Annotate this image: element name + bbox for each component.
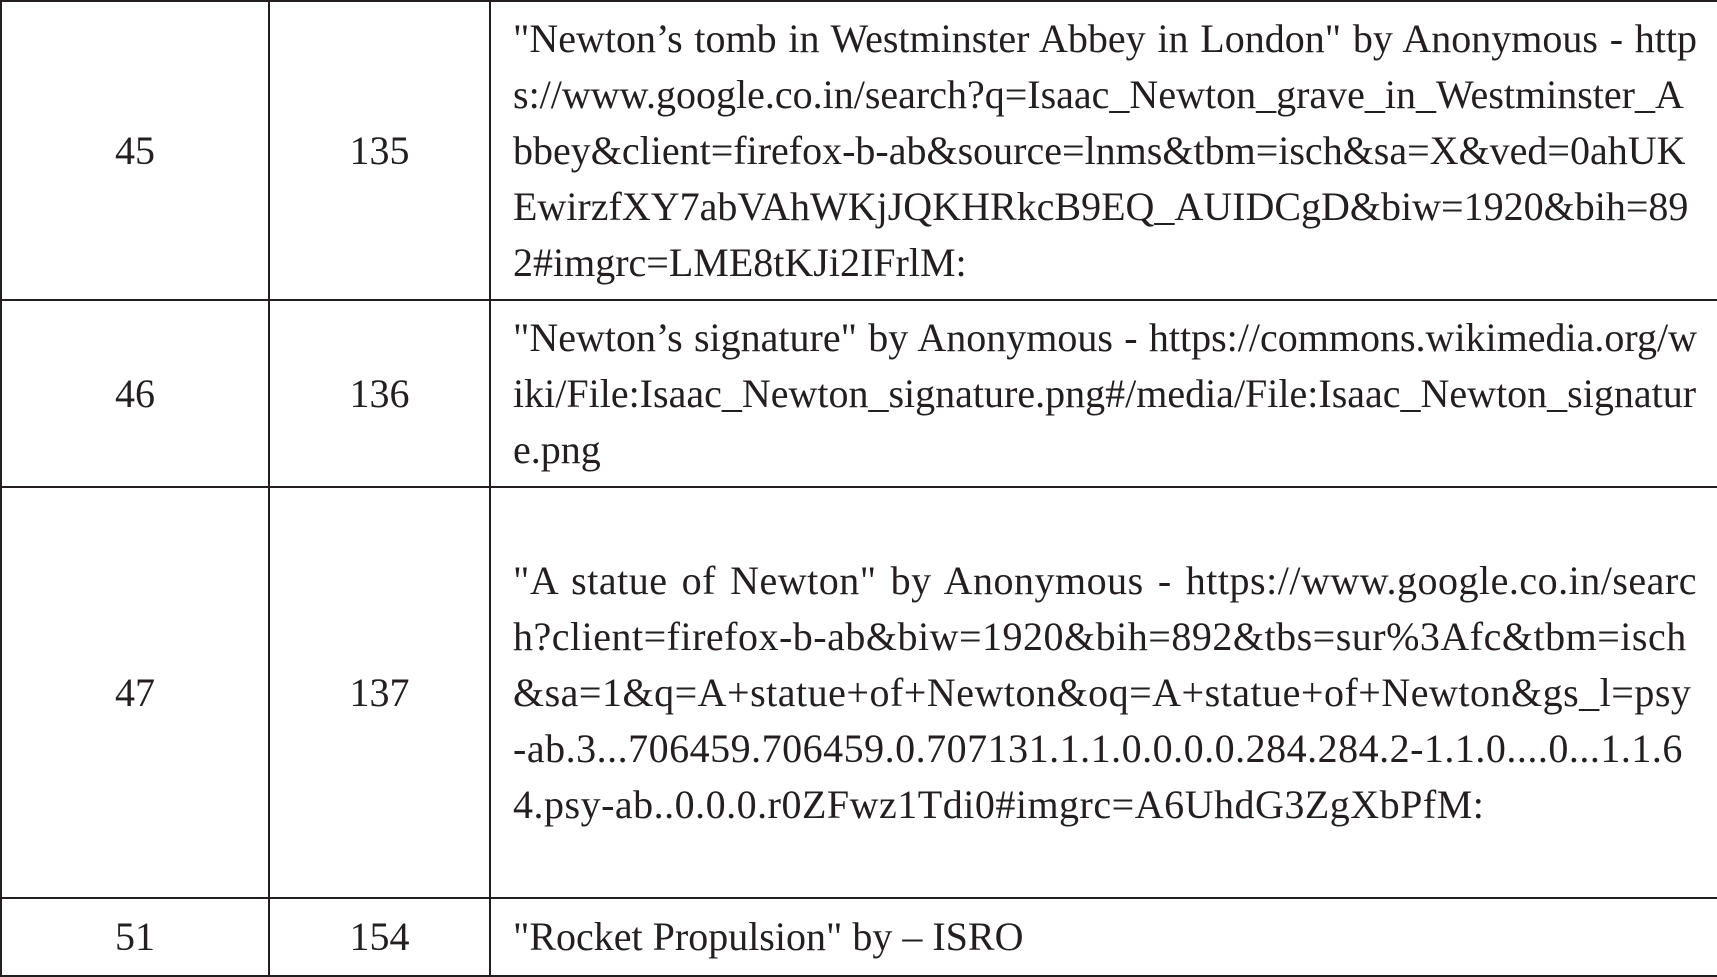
credit-text-cell: "Newton’s tomb in Westminster Abbey in L… [489, 0, 1717, 301]
serial-number-cell: 45 [0, 0, 270, 301]
credit-text-cell: "Rocket Propulsion" by – ISRO [489, 897, 1717, 977]
page-number-cell: 136 [268, 299, 491, 488]
page-number-cell: 154 [268, 897, 491, 977]
serial-number-cell: 46 [0, 299, 270, 488]
table-row: 46 136 "Newton’s signature" by Anonymous… [0, 299, 1717, 488]
page-number-cell: 137 [268, 486, 491, 899]
serial-number-cell: 51 [0, 897, 270, 977]
credit-text-cell: "Newton’s signature" by Anonymous - http… [489, 299, 1717, 488]
table-row: 45 135 "Newton’s tomb in Westminster Abb… [0, 0, 1717, 301]
serial-number-cell: 47 [0, 486, 270, 899]
table-row: 47 137 "A statue of Newton" by Anonymous… [0, 486, 1717, 899]
credit-text-cell: "A statue of Newton" by Anonymous - http… [489, 486, 1717, 899]
page-number-cell: 135 [268, 0, 491, 301]
table-row: 51 154 "Rocket Propulsion" by – ISRO [0, 897, 1717, 977]
